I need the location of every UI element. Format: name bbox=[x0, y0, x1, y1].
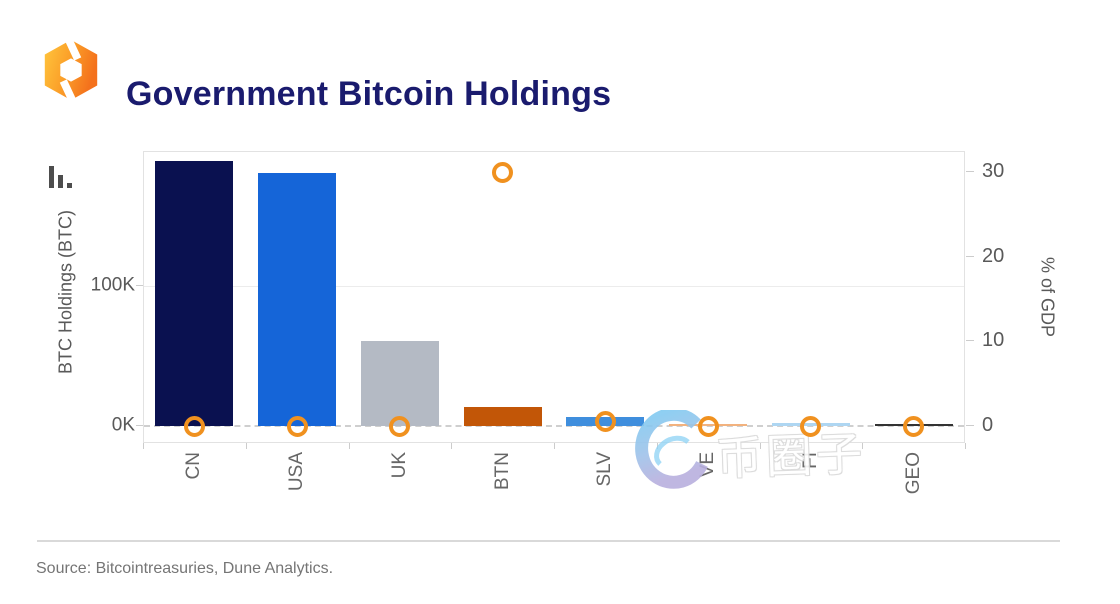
x-axis-label-slv: SLV bbox=[594, 452, 616, 487]
gdp-marker-cn[interactable] bbox=[183, 415, 205, 437]
x-axis-tick bbox=[656, 443, 658, 449]
x-axis-tick bbox=[862, 443, 864, 449]
brand-logo-icon bbox=[44, 37, 98, 103]
right-tick-label: 0 bbox=[982, 414, 994, 437]
zero-baseline bbox=[144, 425, 964, 427]
x-axis-tick bbox=[759, 443, 761, 449]
right-tick-mark bbox=[966, 340, 974, 342]
right-tick-label: 30 bbox=[982, 160, 1005, 183]
watermark-logo-icon bbox=[635, 410, 708, 489]
bar-chart-icon bbox=[49, 166, 72, 188]
x-axis-tick bbox=[348, 443, 350, 449]
x-axis-label-usa: USA bbox=[286, 452, 308, 492]
right-axis-title: % of GDP bbox=[1037, 256, 1058, 338]
right-tick-label: 20 bbox=[982, 244, 1005, 267]
x-axis-label-btn: BTN bbox=[491, 452, 513, 490]
x-axis-tick bbox=[554, 443, 555, 449]
left-tick-label: 0K bbox=[111, 414, 135, 436]
gdp-marker-slv[interactable] bbox=[594, 411, 616, 433]
right-tick-mark bbox=[966, 425, 974, 426]
right-tick-label: 10 bbox=[982, 329, 1005, 352]
bar-cn[interactable] bbox=[155, 161, 234, 426]
gdp-marker-fi[interactable] bbox=[800, 415, 822, 437]
gridline-100k bbox=[144, 286, 964, 287]
x-axis-tick bbox=[143, 443, 144, 449]
x-axis-tick bbox=[245, 443, 247, 449]
x-axis-label-geo: GEO bbox=[902, 452, 924, 495]
bar-uk[interactable] bbox=[360, 340, 439, 426]
page-title: Government Bitcoin Holdings bbox=[126, 74, 612, 113]
gdp-marker-ve[interactable] bbox=[697, 415, 719, 437]
watermark-text: 币圈子 bbox=[715, 427, 867, 485]
bar-usa[interactable] bbox=[258, 172, 337, 426]
bar-btn[interactable] bbox=[463, 407, 542, 426]
watermark: 币圈子 bbox=[632, 408, 867, 500]
left-tick-label: 100K bbox=[90, 274, 135, 296]
x-axis-tick bbox=[451, 443, 453, 449]
source-note: Source: Bitcointreasuries, Dune Analytic… bbox=[36, 560, 334, 577]
footer-divider bbox=[37, 540, 1060, 542]
gdp-marker-uk[interactable] bbox=[389, 415, 411, 437]
right-tick-mark bbox=[966, 171, 974, 172]
plot-area: 币圈子 bbox=[143, 151, 965, 489]
gdp-marker-geo[interactable] bbox=[903, 415, 925, 437]
x-axis-label-uk: UK bbox=[388, 452, 410, 479]
x-axis-tick bbox=[965, 443, 966, 449]
x-axis-label-cn: CN bbox=[183, 452, 205, 480]
left-tick-mark bbox=[136, 285, 143, 286]
left-tick-mark bbox=[136, 425, 143, 426]
right-tick-mark bbox=[966, 255, 974, 257]
gdp-marker-usa[interactable] bbox=[286, 415, 308, 437]
gdp-marker-btn[interactable] bbox=[492, 161, 514, 183]
